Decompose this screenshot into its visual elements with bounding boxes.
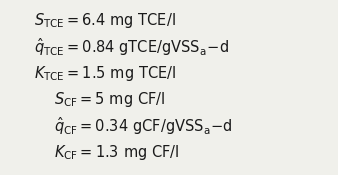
Text: $\hat{q}_{\mathrm{CF}} = 0.34\ \mathrm{gCF/gVSS_a\!-\!d}$: $\hat{q}_{\mathrm{CF}} = 0.34\ \mathrm{g… bbox=[54, 115, 233, 137]
Text: $S_{\mathrm{TCE}} = 6.4\ \mathrm{mg\ TCE/l}$: $S_{\mathrm{TCE}} = 6.4\ \mathrm{mg\ TCE… bbox=[34, 12, 176, 30]
Text: $S_{\mathrm{CF}} = 5\ \mathrm{mg\ CF/l}$: $S_{\mathrm{CF}} = 5\ \mathrm{mg\ CF/l}$ bbox=[54, 90, 166, 109]
Text: $K_{\mathrm{TCE}} = 1.5\ \mathrm{mg\ TCE/l}$: $K_{\mathrm{TCE}} = 1.5\ \mathrm{mg\ TCE… bbox=[34, 64, 176, 83]
Text: $\hat{q}_{\mathrm{TCE}} = 0.84\ \mathrm{gTCE/gVSS_a\!-\!d}$: $\hat{q}_{\mathrm{TCE}} = 0.84\ \mathrm{… bbox=[34, 36, 229, 58]
Text: $K_{\mathrm{CF}} = 1.3\ \mathrm{mg\ CF/l}$: $K_{\mathrm{CF}} = 1.3\ \mathrm{mg\ CF/l… bbox=[54, 143, 180, 162]
